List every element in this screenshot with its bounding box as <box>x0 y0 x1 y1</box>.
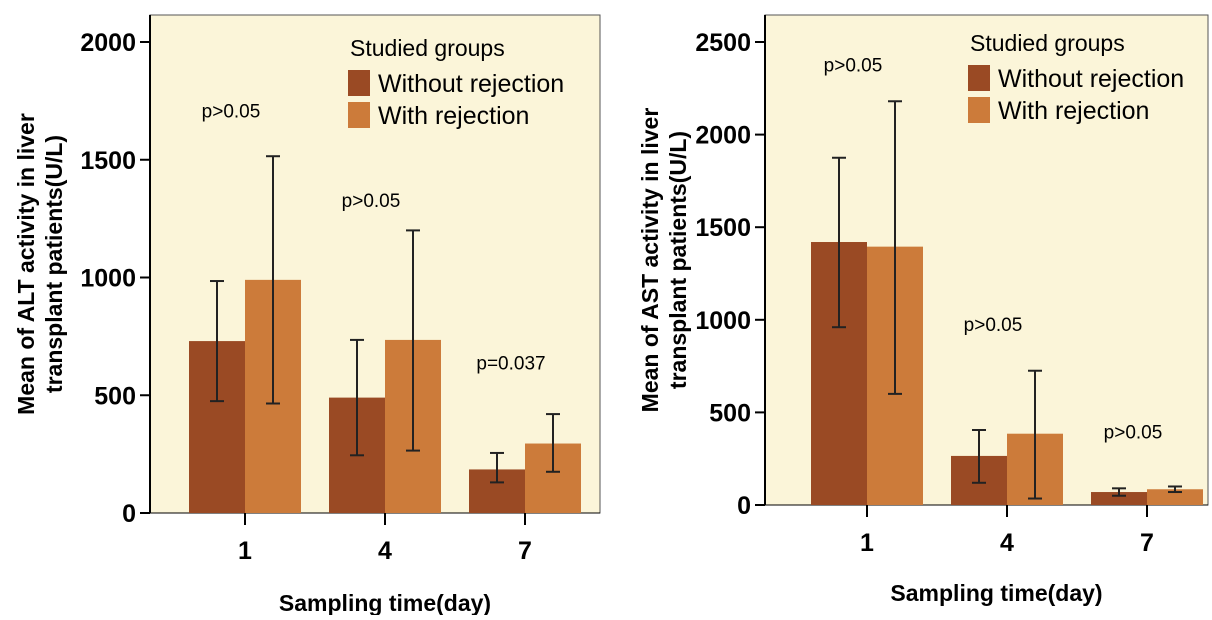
error-bar <box>490 451 504 484</box>
error-bar <box>406 229 420 452</box>
error-bar <box>210 280 224 403</box>
y-axis-title: Mean of AST activity in liver <box>637 108 663 413</box>
legend-swatch <box>968 97 990 123</box>
bar-with-rejection-day-7 <box>1147 489 1203 505</box>
y-tick-label: 500 <box>709 399 751 427</box>
error-bar <box>546 413 560 473</box>
legend-entry-label: With rejection <box>998 97 1149 125</box>
y-tick-label: 1000 <box>695 307 751 335</box>
legend: Studied groups Without rejection With reje… <box>968 30 1184 125</box>
error-bar <box>972 428 986 484</box>
error-bar <box>832 156 846 329</box>
chart-panel-1: 0 500 1000 1500 2000 1 4 7 p>0.05 p>0.05 p=0.037 Me… <box>13 14 601 616</box>
legend-entry-label: With rejection <box>378 102 529 130</box>
p-value-annotation: p>0.05 <box>1104 422 1163 443</box>
y-tick-label: 500 <box>94 382 136 410</box>
bar-without-rejection-day-7 <box>1091 492 1147 505</box>
legend: Studied groups Without rejection With reje… <box>348 35 564 130</box>
y-tick-label: 0 <box>122 500 136 528</box>
x-tick-label: 4 <box>378 537 392 565</box>
y-tick-label: 0 <box>737 492 751 520</box>
p-value-annotation: p=0.037 <box>476 353 545 374</box>
p-value-annotation: p>0.05 <box>202 101 261 122</box>
y-tick-label: 1500 <box>80 147 136 175</box>
y-tick-label: 2500 <box>695 29 751 57</box>
x-axis-title: Sampling time(day) <box>279 590 491 615</box>
error-bar <box>888 100 902 395</box>
error-bar <box>1168 485 1182 494</box>
y-tick-label: 1500 <box>695 214 751 242</box>
legend-swatch <box>348 102 370 128</box>
p-value-annotation: p>0.05 <box>342 191 401 212</box>
x-tick-label: 7 <box>1140 529 1154 557</box>
x-tick-label: 1 <box>238 537 252 565</box>
x-tick-label: 7 <box>518 537 532 565</box>
y-tick-label: 1000 <box>80 265 136 293</box>
x-tick-label: 4 <box>1000 529 1014 557</box>
x-tick-label: 1 <box>860 529 874 557</box>
error-bar <box>266 155 280 405</box>
y-tick-label: 2000 <box>80 29 136 57</box>
legend-entry-label: Without rejection <box>998 65 1184 93</box>
legend-title: Studied groups <box>970 30 1125 56</box>
y-tick-label: 2000 <box>695 122 751 150</box>
p-value-annotation: p>0.05 <box>964 315 1023 336</box>
y-axis-title: transplant patients(U/L) <box>41 135 67 393</box>
legend-title: Studied groups <box>350 35 505 61</box>
legend-entry-label: Without rejection <box>378 70 564 98</box>
legend-swatch <box>968 65 990 91</box>
error-bar <box>350 338 364 457</box>
y-axis-title: transplant patients(U/L) <box>665 131 691 389</box>
chart-panel-2: 0 500 1000 1500 2000 2500 1 4 7 p>0.05 p>0.05 p>0.0… <box>637 14 1209 606</box>
error-bar <box>1028 369 1042 500</box>
x-axis-title: Sampling time(day) <box>890 580 1102 606</box>
p-value-annotation: p>0.05 <box>824 56 883 77</box>
y-axis-title: Mean of ALT activity in liver <box>13 113 39 415</box>
legend-swatch <box>348 70 370 96</box>
error-bar <box>1112 487 1126 497</box>
